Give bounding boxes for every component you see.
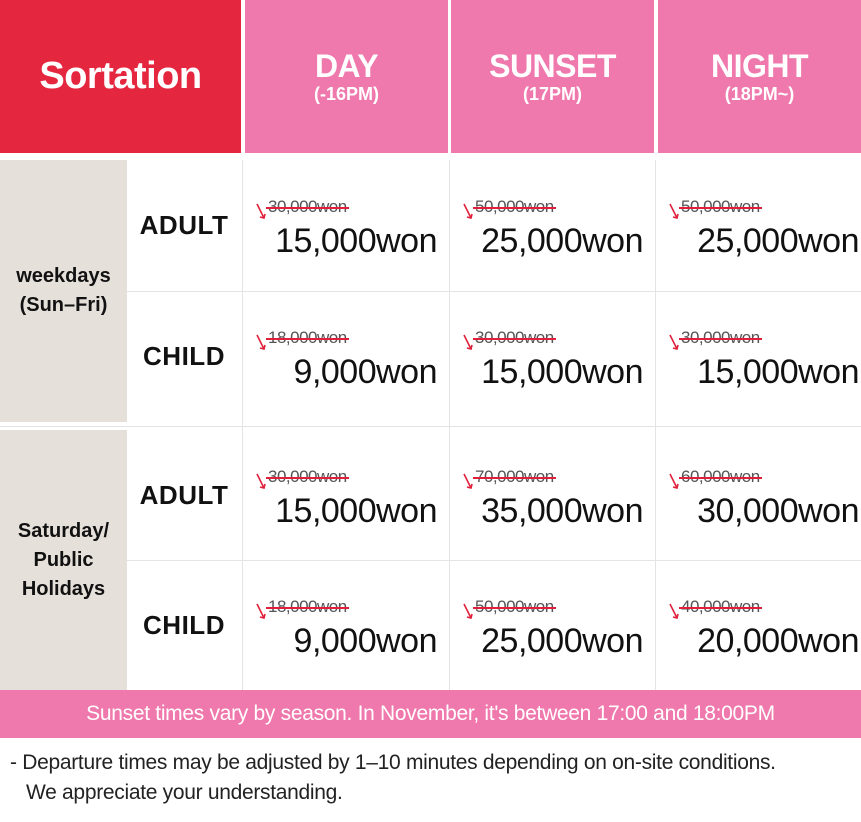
price-cell: 18,000won 9,000won [243,291,449,422]
discounted-price: 9,000won [293,353,438,391]
group-weekend: Saturday/ Public Holidays [0,430,127,690]
original-price: 18,000won [266,597,349,617]
strikethrough-line [679,207,762,209]
group-label-weekend: Saturday/ Public Holidays [17,519,110,600]
discount-arrow-icon [463,203,473,219]
original-price: 18,000won [266,328,349,348]
discounted-price: 25,000won [481,622,643,660]
discounted-price: 35,000won [481,492,643,530]
discounted-price: 30,000won [697,492,859,530]
strikethrough-line [266,607,349,609]
strikethrough-line [473,477,556,479]
grid-line [127,560,861,561]
price-cell: 30,000won 15,000won [243,430,449,560]
sunset-note: Sunset times vary by season. In November… [86,702,775,725]
discount-arrow-icon [463,334,473,350]
strikethrough-line [266,338,349,340]
discounted-price: 15,000won [481,353,643,391]
type-adult-weekdays: ADULT [127,160,241,291]
discounted-price: 20,000won [697,622,859,660]
grid-line [0,426,861,427]
original-price: 50,000won [679,197,762,217]
original-price: 30,000won [473,328,556,348]
discounted-price: 25,000won [481,222,643,260]
original-price: 30,000won [679,328,762,348]
price-cell: 18,000won 9,000won [243,560,449,690]
discounted-price: 15,000won [275,492,437,530]
day-hours: (-16PM) [313,83,379,104]
original-price: 40,000won [679,597,762,617]
sunset-hours: (17PM) [522,83,582,104]
type-child-weekdays: CHILD [127,291,241,422]
discount-arrow-icon [256,203,266,219]
footer-notice: - Departure times may be adjusted by 1–1… [10,748,855,808]
strikethrough-line [473,338,556,340]
price-cell: 60,000won 30,000won [656,430,861,560]
strikethrough-line [679,477,762,479]
strikethrough-line [473,607,556,609]
strikethrough-line [266,207,349,209]
sortation-label: Sortation [39,55,202,97]
original-price: 30,000won [266,467,349,487]
original-price: 60,000won [679,467,762,487]
discount-arrow-icon [463,603,473,619]
grid-line [449,160,450,690]
sunset-note-bar: Sunset times vary by season. In November… [0,690,861,738]
discounted-price: 15,000won [697,353,859,391]
discounted-price: 25,000won [697,222,859,260]
strikethrough-line [679,607,762,609]
night-label: NIGHT [710,47,809,84]
discount-arrow-icon [256,334,266,350]
price-cell: 70,000won 35,000won [450,430,655,560]
original-price: 50,000won [473,197,556,217]
discount-arrow-icon [256,473,266,489]
price-cell: 40,000won 20,000won [656,560,861,690]
discount-arrow-icon [669,473,679,489]
strikethrough-line [473,207,556,209]
group-weekdays: weekdays (Sun–Fri) [0,160,127,422]
discount-arrow-icon [463,473,473,489]
discount-arrow-icon [256,603,266,619]
sortation-header: Sortation [0,0,241,153]
grid-line [655,160,656,690]
discount-arrow-icon [669,203,679,219]
sunset-header: SUNSET (17PM) [451,0,654,153]
day-header: DAY (-16PM) [245,0,448,153]
price-cell: 30,000won 15,000won [243,160,449,291]
day-label: DAY [314,47,379,84]
price-cell: 50,000won 25,000won [450,160,655,291]
night-hours: (18PM~) [724,83,795,104]
night-header: NIGHT (18PM~) [658,0,861,153]
footer-line-2: We appreciate your understanding. [26,781,343,804]
discount-arrow-icon [669,603,679,619]
footer-line-1: - Departure times may be adjusted by 1–1… [10,751,776,774]
original-price: 30,000won [266,197,349,217]
original-price: 70,000won [473,467,556,487]
discounted-price: 9,000won [293,622,438,660]
price-cell: 30,000won 15,000won [656,291,861,422]
price-cell: 30,000won 15,000won [450,291,655,422]
type-child-weekend: CHILD [127,560,241,690]
discount-arrow-icon [669,334,679,350]
grid-line [242,160,243,690]
type-adult-weekend: ADULT [127,430,241,560]
original-price: 50,000won [473,597,556,617]
type-label: CHILD [143,609,225,640]
discounted-price: 15,000won [275,222,437,260]
strikethrough-line [266,477,349,479]
price-cell: 50,000won 25,000won [450,560,655,690]
type-label: CHILD [143,341,225,371]
price-cell: 50,000won 25,000won [656,160,861,291]
group-label-weekdays: weekdays (Sun–Fri) [16,265,111,316]
strikethrough-line [679,338,762,340]
grid-line [127,291,861,292]
type-label: ADULT [139,479,229,510]
sunset-label: SUNSET [489,47,616,84]
type-label: ADULT [139,210,229,240]
